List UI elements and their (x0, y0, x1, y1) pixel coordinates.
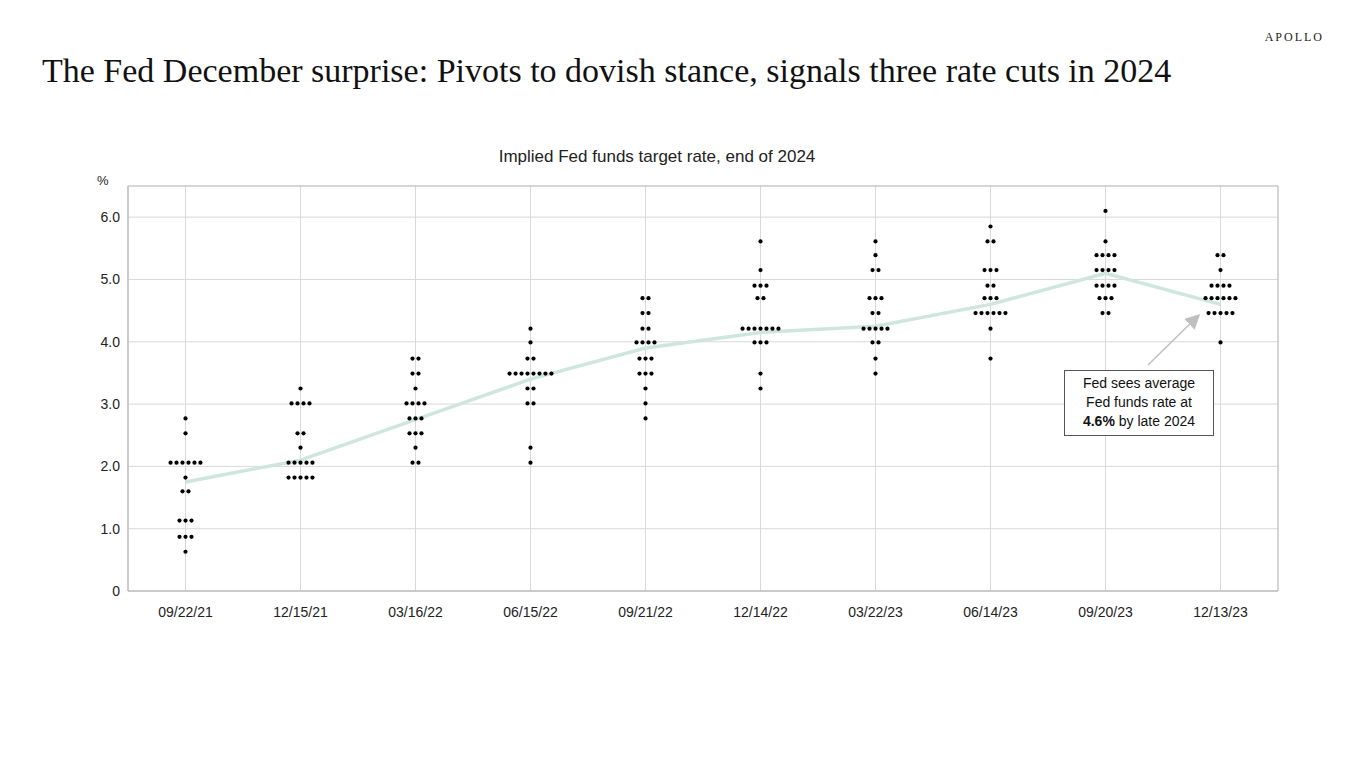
svg-text:09/22/21: 09/22/21 (158, 604, 213, 620)
svg-text:03/22/23: 03/22/23 (848, 604, 903, 620)
html-text:4.6% by late 2024: 4.6% by late 2024 (1082, 413, 1195, 429)
svg-text:5.0: 5.0 (101, 271, 121, 287)
svg-text:06/14/23: 06/14/23 (963, 604, 1018, 620)
svg-text:6.0: 6.0 (101, 209, 121, 225)
svg-text:09/21/22: 09/21/22 (618, 604, 673, 620)
svg-text:12/13/23: 12/13/23 (1193, 604, 1248, 620)
svg-text:09/20/23: 09/20/23 (1078, 604, 1133, 620)
svg-text:06/15/22: 06/15/22 (503, 604, 558, 620)
svg-text:1.0: 1.0 (101, 521, 121, 537)
html-text:Fed funds rate at: Fed funds rate at (1086, 394, 1192, 410)
svg-text:2.0: 2.0 (101, 458, 121, 474)
html-text:The Fed December surprise: Piv: The Fed December surprise: Pivots to dov… (42, 52, 1172, 89)
svg-text:12/14/22: 12/14/22 (733, 604, 788, 620)
html-text:Implied Fed funds target rate,: Implied Fed funds target rate, end of 20… (498, 147, 816, 166)
svg-text:03/16/22: 03/16/22 (388, 604, 443, 620)
html-text:Fed sees average: Fed sees average (1083, 375, 1195, 391)
svg-text:3.0: 3.0 (101, 396, 121, 412)
svg-text:12/15/21: 12/15/21 (273, 604, 328, 620)
svg-text:4.0: 4.0 (101, 334, 121, 350)
html-text:APOLLO: APOLLO (1264, 30, 1324, 44)
svg-text:0: 0 (112, 583, 120, 599)
